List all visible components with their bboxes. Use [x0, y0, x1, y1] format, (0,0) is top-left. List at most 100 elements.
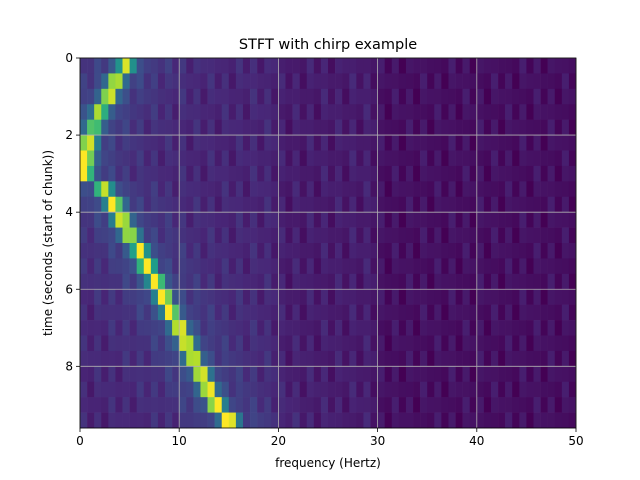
heatmap-cell	[264, 381, 272, 398]
heatmap-cell	[242, 273, 251, 290]
heatmap-cell	[285, 58, 293, 74]
heatmap-cell	[122, 227, 130, 244]
heatmap-cell	[356, 258, 364, 275]
heatmap-cell	[370, 104, 378, 120]
heatmap-cell	[434, 150, 442, 167]
heatmap-cell	[554, 320, 563, 336]
heatmap-cell	[172, 165, 180, 182]
heatmap-cell	[165, 412, 173, 429]
heatmap-cell	[455, 73, 463, 90]
heatmap-cell	[363, 88, 371, 105]
heatmap-cell	[115, 335, 123, 352]
heatmap-cell	[512, 227, 520, 244]
heatmap-cell	[328, 88, 336, 105]
heatmap-cell	[512, 119, 520, 136]
heatmap-cell	[129, 119, 137, 136]
heatmap-cell	[157, 196, 166, 213]
heatmap-cell	[299, 165, 308, 182]
heatmap-cell	[398, 350, 407, 367]
heatmap-cell	[150, 258, 159, 275]
heatmap-cell	[490, 58, 499, 74]
heatmap-cell	[526, 165, 534, 182]
heatmap-cell	[172, 212, 180, 228]
heatmap-cell	[299, 273, 308, 290]
heatmap-cell	[540, 304, 548, 321]
heatmap-cell	[257, 88, 265, 105]
heatmap-cell	[490, 381, 499, 398]
heatmap-cell	[370, 243, 378, 259]
heatmap-cell	[455, 165, 463, 182]
heatmap-cell	[186, 412, 194, 429]
heatmap-cell	[129, 381, 137, 398]
heatmap-cell	[264, 150, 272, 167]
heatmap-cell	[342, 227, 350, 244]
heatmap-cell	[292, 381, 300, 398]
heatmap-cell	[80, 289, 88, 305]
heatmap-cell	[547, 412, 556, 429]
heatmap-cell	[505, 258, 513, 275]
heatmap-cell	[413, 73, 421, 90]
heatmap-cell	[94, 381, 102, 398]
heatmap-cell	[405, 58, 414, 74]
heatmap-cell	[335, 320, 343, 336]
heatmap-cell	[136, 119, 145, 136]
heatmap-cell	[413, 350, 421, 367]
heatmap-cell	[398, 304, 407, 321]
heatmap-cell	[441, 104, 449, 120]
heatmap-cell	[476, 258, 485, 275]
heatmap-cell	[384, 88, 393, 105]
heatmap-cell	[476, 88, 485, 105]
heatmap-cell	[200, 335, 208, 352]
heatmap-cell	[108, 258, 116, 275]
heatmap-cell	[278, 366, 286, 383]
heatmap-cell	[490, 350, 499, 367]
heatmap-cell	[235, 350, 244, 367]
heatmap-cell	[193, 212, 201, 228]
heatmap-cell	[207, 335, 215, 352]
heatmap-cell	[214, 119, 223, 136]
heatmap-cell	[143, 227, 152, 244]
heatmap-cell	[568, 412, 577, 429]
heatmap-cell	[122, 212, 130, 228]
heatmap-cell	[519, 273, 527, 290]
heatmap-cell	[448, 165, 456, 182]
heatmap-cell	[257, 212, 265, 228]
heatmap-cell	[519, 104, 527, 120]
heatmap-cell	[264, 58, 272, 74]
heatmap-cell	[101, 289, 109, 305]
heatmap-cell	[398, 150, 407, 167]
heatmap-cell	[200, 104, 208, 120]
heatmap-cell	[278, 273, 286, 290]
heatmap-cell	[526, 119, 534, 136]
heatmap-cell	[179, 104, 187, 120]
heatmap-cell	[398, 412, 407, 429]
heatmap-cell	[250, 150, 258, 167]
heatmap-cell	[328, 73, 336, 90]
heatmap-cell	[356, 320, 364, 336]
heatmap-cell	[320, 58, 329, 74]
heatmap-cell	[101, 335, 109, 352]
heatmap-cell	[80, 397, 88, 413]
heatmap-cell	[87, 73, 95, 90]
heatmap-cell	[505, 227, 513, 244]
heatmap-cell	[476, 196, 485, 213]
heatmap-cell	[80, 196, 88, 213]
heatmap-cell	[228, 243, 237, 259]
heatmap-cell	[448, 104, 456, 120]
heatmap-cell	[221, 289, 230, 305]
heatmap-cell	[94, 304, 102, 321]
heatmap-cell	[157, 304, 166, 321]
heatmap-cell	[469, 88, 478, 105]
heatmap-cell	[150, 366, 159, 383]
heatmap-cell	[427, 212, 435, 228]
heatmap-cell	[221, 304, 230, 321]
heatmap-cell	[427, 289, 435, 305]
heatmap-cell	[101, 273, 109, 290]
heatmap-cell	[349, 258, 357, 275]
heatmap-cell	[490, 227, 499, 244]
heatmap-cell	[413, 58, 421, 74]
heatmap-cell	[129, 335, 137, 352]
heatmap-cell	[533, 88, 541, 105]
heatmap-cell	[498, 243, 506, 259]
